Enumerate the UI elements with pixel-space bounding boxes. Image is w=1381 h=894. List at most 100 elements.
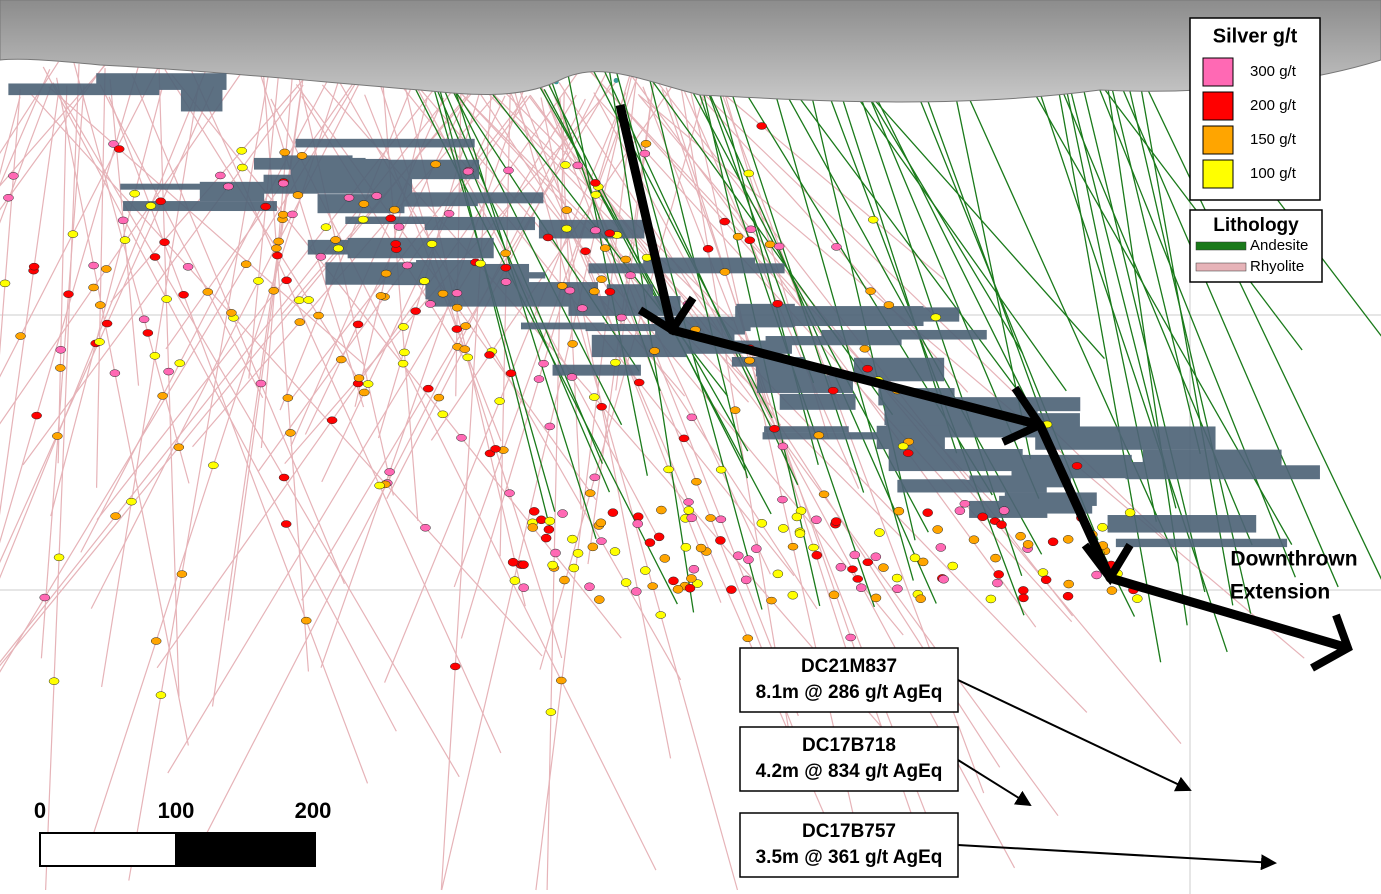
grade-marker (632, 519, 643, 529)
grade-marker (1047, 537, 1059, 547)
andesite-hole (847, 69, 1105, 359)
rhyolite-hole (0, 90, 60, 516)
grade-marker (998, 506, 1010, 515)
collar (613, 78, 619, 84)
grade-marker (277, 210, 289, 219)
grade-marker (743, 169, 755, 178)
working (764, 426, 849, 433)
grade-marker (977, 512, 988, 522)
grade-marker (835, 562, 847, 572)
rhyolite-hole (509, 75, 739, 891)
grade-marker (88, 283, 99, 292)
grade-marker (226, 309, 237, 317)
grade-marker (653, 532, 665, 542)
scale-segment (175, 832, 316, 867)
grade-marker (686, 513, 697, 523)
grade-marker (584, 489, 596, 497)
grade-marker (616, 313, 627, 322)
legend-label: Rhyolite (1250, 258, 1304, 275)
grade-marker (462, 353, 474, 362)
grade-marker (433, 393, 445, 402)
working (424, 216, 536, 231)
rhyolite-hole (57, 85, 68, 464)
andesite-hole (787, 82, 1032, 409)
grade-markers (0, 122, 1143, 716)
working (552, 364, 641, 376)
rhyolite-hole (661, 89, 923, 847)
grade-marker (460, 322, 471, 330)
grade-marker (764, 240, 776, 249)
grade-marker (150, 637, 162, 645)
grade-marker (182, 263, 194, 271)
grade-marker (668, 576, 679, 586)
working (325, 262, 479, 285)
grade-marker (715, 515, 727, 524)
rhyolite-hole (248, 72, 280, 379)
grade-marker (173, 443, 185, 451)
grade-marker (742, 634, 754, 643)
grade-marker (830, 517, 842, 526)
rhyolite-hole (637, 93, 1305, 659)
grade-marker (145, 202, 157, 210)
grade-marker (550, 548, 561, 558)
rhyolite-hole (495, 82, 734, 321)
grade-marker (647, 582, 658, 590)
rhyolite-hole (540, 97, 672, 759)
grade-marker (794, 529, 806, 538)
grade-marker (930, 313, 942, 322)
grade-marker (63, 290, 74, 298)
rhyolite-hole (45, 63, 80, 891)
grade-marker (490, 445, 501, 453)
grade-marker (935, 543, 947, 552)
rhyolite-hole (0, 89, 21, 356)
working (731, 356, 805, 367)
grade-marker (1132, 594, 1143, 603)
grade-marker (430, 160, 441, 169)
grade-marker (157, 392, 168, 400)
working (591, 334, 687, 358)
grade-marker (255, 379, 267, 388)
legend-swatch (1195, 241, 1247, 251)
working (765, 336, 902, 346)
grade-marker (420, 524, 431, 532)
andesite-hole (1132, 40, 1234, 606)
leader (957, 844, 1277, 871)
grade-marker (556, 282, 568, 290)
rhyolite-hole (0, 86, 215, 564)
grade-marker (1022, 540, 1034, 549)
grade-marker (237, 163, 248, 172)
grade-marker (285, 429, 296, 437)
grade-marker (968, 535, 980, 544)
grade-marker (663, 465, 674, 474)
grade-marker (419, 277, 430, 285)
rhyolite-hole (22, 84, 304, 466)
rhyolite-hole (101, 84, 200, 688)
grade-marker (772, 300, 783, 308)
rhyolite-hole (0, 69, 51, 187)
grade-marker (640, 140, 652, 148)
working (180, 87, 223, 112)
grade-marker (686, 413, 698, 422)
grade-marker (644, 538, 656, 547)
grade-marker (985, 594, 997, 604)
grade-marker (743, 555, 754, 564)
grade-marker (922, 508, 933, 517)
grade-marker (715, 465, 727, 474)
legend-swatch (1202, 159, 1234, 189)
grade-marker (620, 578, 632, 587)
grade-marker (500, 249, 511, 258)
grade-marker (475, 259, 486, 268)
grade-marker (870, 593, 882, 603)
grade-marker (791, 512, 803, 522)
grade-marker (564, 286, 576, 295)
grade-marker (769, 425, 780, 433)
grade-marker (856, 583, 867, 593)
grade-marker (176, 570, 188, 578)
grade-marker (402, 261, 413, 270)
legend-title: Lithology (1213, 215, 1299, 236)
grade-marker (294, 318, 306, 326)
grade-marker (744, 236, 756, 245)
grade-marker (732, 232, 744, 241)
grade-marker (557, 509, 568, 518)
legend-label: Andesite (1250, 237, 1308, 254)
